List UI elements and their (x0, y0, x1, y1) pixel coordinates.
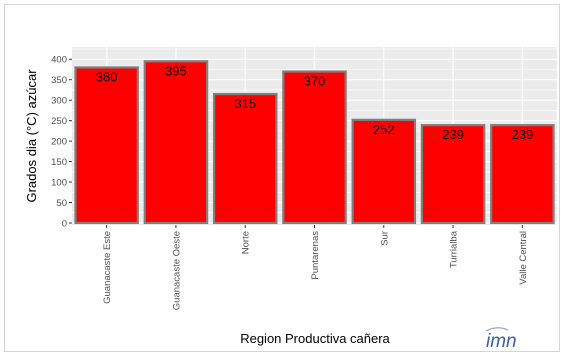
x-tick-label: Norte (241, 231, 252, 254)
bar (74, 66, 139, 225)
data-label: 370 (304, 74, 326, 89)
bar (351, 118, 417, 225)
data-label: 239 (512, 127, 534, 142)
x-tick-label: Guanacaste Este (102, 231, 113, 304)
y-tick-label: 250 (51, 116, 67, 127)
imn-logo: imn (485, 327, 517, 352)
data-label: 252 (373, 122, 395, 137)
data-label: 239 (442, 127, 464, 142)
bar (490, 124, 555, 225)
bar (282, 70, 347, 225)
bar (143, 60, 209, 225)
x-tick-label: Turrialba (449, 230, 460, 268)
x-tick-label: Puntarenas (310, 231, 321, 280)
y-tick-label: 50 (56, 198, 67, 209)
y-tick-label: 350 (51, 75, 67, 86)
bars-group (74, 60, 555, 225)
y-tick-label: 150 (51, 157, 67, 168)
x-tick-label: Sur (379, 231, 390, 246)
logo-text: imn (486, 331, 517, 352)
y-axis: 0 50 100 150 200 250 300 350 400 (51, 55, 72, 229)
x-tick-label: Guanacaste Oeste (171, 231, 182, 310)
x-axis-title: Region Productiva cañera (240, 331, 390, 346)
bar (212, 92, 278, 225)
data-label: 395 (165, 63, 187, 78)
logo-arc-icon (485, 327, 509, 332)
bar (420, 124, 486, 225)
y-axis-title: Grados dia (°C) azúcar (24, 69, 39, 203)
y-tick-label: 300 (51, 95, 67, 106)
x-tick-label: Valle Central (518, 231, 529, 285)
y-tick-label: 200 (51, 136, 67, 147)
y-tick-label: 100 (51, 177, 67, 188)
data-label: 380 (96, 69, 118, 84)
y-tick-label: 400 (51, 55, 67, 66)
data-label: 315 (234, 96, 256, 111)
x-axis: Guanacaste Este Guanacaste Oeste Norte Punt… (102, 225, 529, 310)
data-labels-group: 380 395 315 370 252 239 239 (96, 63, 533, 142)
y-tick-label: 0 (62, 218, 67, 229)
